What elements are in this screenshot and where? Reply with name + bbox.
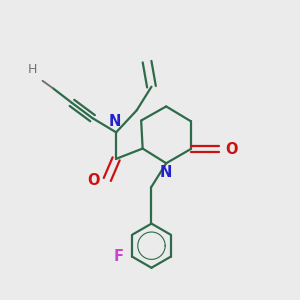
Text: H: H — [28, 62, 37, 76]
Text: O: O — [87, 173, 100, 188]
Text: N: N — [109, 114, 121, 129]
Text: O: O — [225, 142, 238, 157]
Text: N: N — [160, 165, 172, 180]
Text: F: F — [113, 249, 124, 264]
